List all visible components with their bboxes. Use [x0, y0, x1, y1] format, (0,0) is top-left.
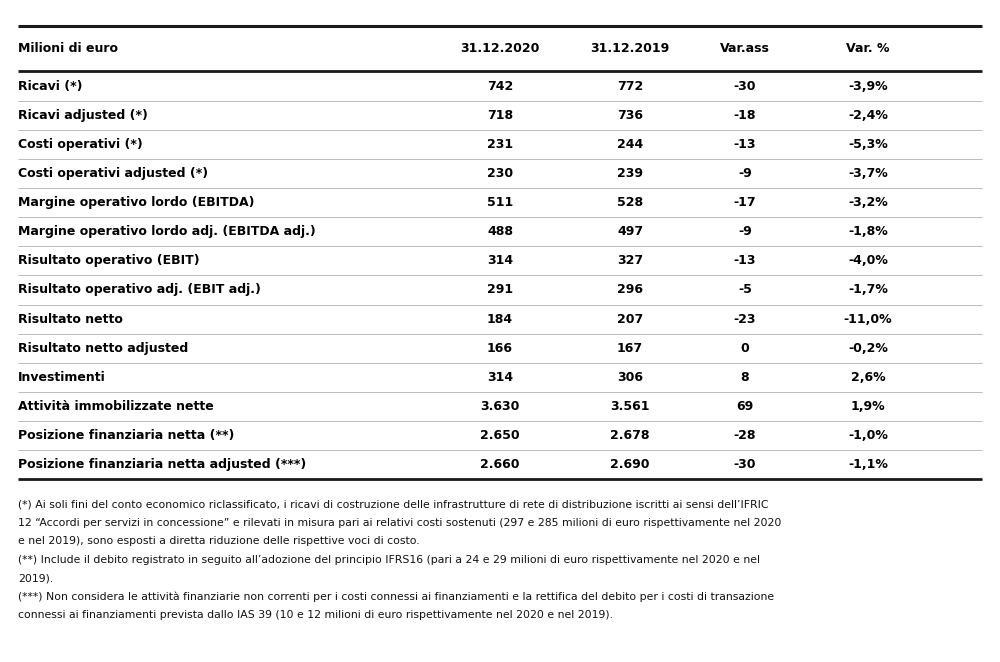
Text: (*) Ai soli fini del conto economico riclassificato, i ricavi di costruzione del: (*) Ai soli fini del conto economico ric…	[18, 499, 768, 509]
Text: 296: 296	[617, 283, 643, 297]
Text: connessi ai finanziamenti prevista dallo IAS 39 (10 e 12 milioni di euro rispett: connessi ai finanziamenti prevista dallo…	[18, 610, 613, 620]
Text: Posizione finanziaria netta (**): Posizione finanziaria netta (**)	[18, 429, 234, 442]
Text: 511: 511	[487, 196, 513, 209]
Text: (**) Include il debito registrato in seguito all’adozione del principio IFRS16 (: (**) Include il debito registrato in seg…	[18, 555, 760, 565]
Text: Ricavi (*): Ricavi (*)	[18, 79, 82, 93]
Text: -5,3%: -5,3%	[848, 138, 888, 151]
Text: 166: 166	[487, 342, 513, 355]
Text: 239: 239	[617, 167, 643, 180]
Text: -13: -13	[734, 138, 756, 151]
Text: Posizione finanziaria netta adjusted (***): Posizione finanziaria netta adjusted (**…	[18, 458, 306, 471]
Text: Risultato netto: Risultato netto	[18, 312, 123, 326]
Text: 3.630: 3.630	[480, 400, 520, 413]
Text: 0: 0	[741, 342, 749, 355]
Text: -17: -17	[734, 196, 756, 209]
Text: -30: -30	[734, 79, 756, 93]
Text: 306: 306	[617, 371, 643, 384]
Text: 718: 718	[487, 109, 513, 122]
Text: 12 “Accordi per servizi in concessione” e rilevati in misura pari ai relativi co: 12 “Accordi per servizi in concessione” …	[18, 518, 781, 528]
Text: 230: 230	[487, 167, 513, 180]
Text: 314: 314	[487, 254, 513, 267]
Text: 167: 167	[617, 342, 643, 355]
Text: -9: -9	[738, 225, 752, 238]
Text: -23: -23	[734, 312, 756, 326]
Text: 497: 497	[617, 225, 643, 238]
Text: Costi operativi adjusted (*): Costi operativi adjusted (*)	[18, 167, 208, 180]
Text: 2019).: 2019).	[18, 573, 53, 583]
Text: -9: -9	[738, 167, 752, 180]
Text: 488: 488	[487, 225, 513, 238]
Text: -1,8%: -1,8%	[848, 225, 888, 238]
Text: Margine operativo lordo (EBITDA): Margine operativo lordo (EBITDA)	[18, 196, 254, 209]
Text: Var. %: Var. %	[846, 42, 890, 56]
Text: Costi operativi (*): Costi operativi (*)	[18, 138, 143, 151]
Text: -30: -30	[734, 458, 756, 471]
Text: 291: 291	[487, 283, 513, 297]
Text: -5: -5	[738, 283, 752, 297]
Text: Investimenti: Investimenti	[18, 371, 106, 384]
Text: 31.12.2020: 31.12.2020	[460, 42, 540, 56]
Text: 31.12.2019: 31.12.2019	[590, 42, 670, 56]
Text: Risultato netto adjusted: Risultato netto adjusted	[18, 342, 188, 355]
Text: 3.561: 3.561	[610, 400, 650, 413]
Text: 1,9%: 1,9%	[851, 400, 885, 413]
Text: 327: 327	[617, 254, 643, 267]
Text: Ricavi adjusted (*): Ricavi adjusted (*)	[18, 109, 148, 122]
Text: -18: -18	[734, 109, 756, 122]
Text: 742: 742	[487, 79, 513, 93]
Text: Risultato operativo (EBIT): Risultato operativo (EBIT)	[18, 254, 200, 267]
Text: -1,0%: -1,0%	[848, 429, 888, 442]
Text: 772: 772	[617, 79, 643, 93]
Text: Var.ass: Var.ass	[720, 42, 770, 56]
Text: 2.678: 2.678	[610, 429, 650, 442]
Text: -1,1%: -1,1%	[848, 458, 888, 471]
Text: -0,2%: -0,2%	[848, 342, 888, 355]
Text: Margine operativo lordo adj. (EBITDA adj.): Margine operativo lordo adj. (EBITDA adj…	[18, 225, 316, 238]
Text: -4,0%: -4,0%	[848, 254, 888, 267]
Text: 8: 8	[741, 371, 749, 384]
Text: 231: 231	[487, 138, 513, 151]
Text: 244: 244	[617, 138, 643, 151]
Text: (***) Non considera le attività finanziarie non correnti per i costi connessi ai: (***) Non considera le attività finanzia…	[18, 592, 774, 602]
Text: -3,7%: -3,7%	[848, 167, 888, 180]
Text: -13: -13	[734, 254, 756, 267]
Text: -11,0%: -11,0%	[844, 312, 892, 326]
Text: Risultato operativo adj. (EBIT adj.): Risultato operativo adj. (EBIT adj.)	[18, 283, 261, 297]
Text: e nel 2019), sono esposti a diretta riduzione delle rispettive voci di costo.: e nel 2019), sono esposti a diretta ridu…	[18, 536, 420, 546]
Text: 2,6%: 2,6%	[851, 371, 885, 384]
Text: -1,7%: -1,7%	[848, 283, 888, 297]
Text: 69: 69	[736, 400, 754, 413]
Text: -28: -28	[734, 429, 756, 442]
Text: -2,4%: -2,4%	[848, 109, 888, 122]
Text: -3,2%: -3,2%	[848, 196, 888, 209]
Text: 528: 528	[617, 196, 643, 209]
Text: -3,9%: -3,9%	[848, 79, 888, 93]
Text: 2.690: 2.690	[610, 458, 650, 471]
Text: 2.650: 2.650	[480, 429, 520, 442]
Text: 314: 314	[487, 371, 513, 384]
Text: 736: 736	[617, 109, 643, 122]
Text: Milioni di euro: Milioni di euro	[18, 42, 118, 56]
Text: Attività immobilizzate nette: Attività immobilizzate nette	[18, 400, 214, 413]
Text: 2.660: 2.660	[480, 458, 520, 471]
Text: 207: 207	[617, 312, 643, 326]
Text: 184: 184	[487, 312, 513, 326]
